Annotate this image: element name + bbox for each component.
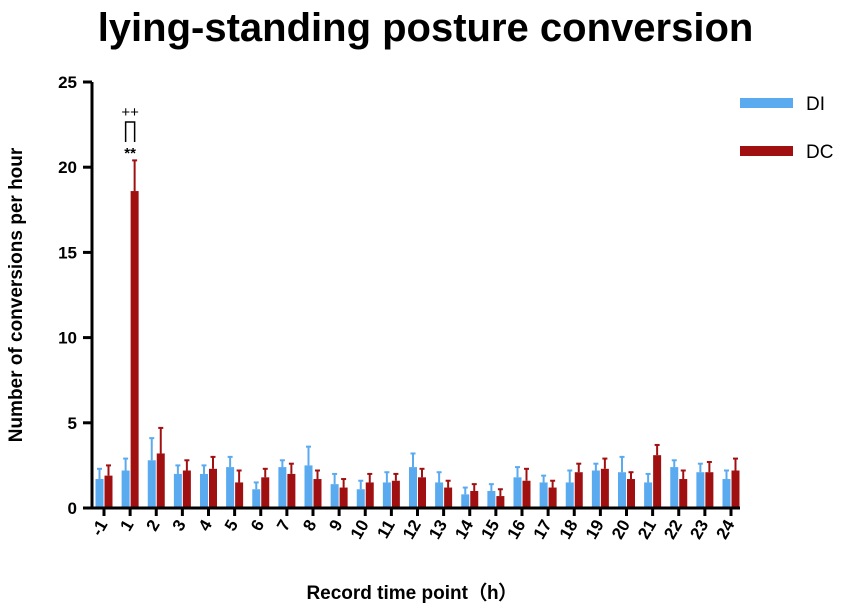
x-tick-label: 9 (325, 517, 346, 535)
x-tick-label: 6 (247, 517, 268, 535)
plot-bars (95, 191, 740, 508)
y-tick-label: 10 (58, 329, 77, 348)
bar-di-16 (513, 477, 522, 508)
bar-dc-1 (130, 191, 139, 508)
x-tick-label: 7 (273, 517, 294, 535)
bar-di-2 (147, 460, 156, 508)
y-tick-label: 25 (58, 73, 77, 92)
x-tick-label: 21 (634, 517, 660, 543)
axes (90, 82, 740, 510)
bar-dc-21 (653, 455, 662, 508)
y-tick-label: 5 (68, 414, 77, 433)
x-ticks: -1 1 2 3 4 5 6 7 8 9 10 11 12 13 14 15 16 17 18 19 20 21 22 23 2… (87, 508, 739, 543)
bar-di-12 (409, 467, 417, 508)
x-tick-label: 23 (686, 517, 712, 543)
y-tick-label: 20 (58, 158, 77, 177)
bar-di-21 (644, 482, 653, 508)
legend-label-dc: DC (806, 142, 833, 163)
bar-di-6 (252, 489, 261, 508)
bar-dc-18 (574, 472, 583, 508)
x-tick-label: 17 (530, 517, 556, 543)
bar-di-3 (173, 473, 182, 508)
legend-swatch-dc (740, 146, 793, 156)
bar-dc-20 (627, 479, 635, 508)
bar-dc-9 (339, 487, 348, 508)
x-tick-label: 16 (504, 517, 530, 543)
bar-di-11 (382, 482, 391, 508)
x-tick-label: 3 (169, 517, 190, 535)
x-tick-label: 15 (477, 517, 503, 543)
x-tick-label: -1 (87, 517, 111, 540)
bar-dc-4 (209, 468, 217, 508)
bar-dc-17 (548, 487, 557, 508)
x-tick-label: 14 (451, 516, 477, 542)
bar-di-13 (435, 482, 444, 508)
x-tick-label: 5 (221, 517, 242, 535)
bar-di-18 (565, 482, 574, 508)
significance-bracket (124, 121, 136, 142)
x-tick-label: 18 (556, 517, 582, 543)
x-axis-title: Record time point（h） (306, 581, 517, 604)
bar-di--1 (95, 479, 104, 508)
bar-dc-19 (600, 468, 609, 508)
error-bars (97, 159, 738, 497)
bar-dc-10 (365, 482, 374, 508)
x-tick-label: 20 (608, 517, 634, 543)
y-axis-title: Number of conversions per hour (6, 147, 27, 442)
bar-dc-6 (261, 477, 270, 508)
annotations: ++ ** (121, 104, 139, 162)
x-tick-label: 8 (299, 517, 320, 535)
bar-dc-22 (679, 479, 688, 508)
bar-di-1 (121, 470, 130, 508)
bar-dc-15 (496, 496, 505, 508)
bar-di-5 (226, 467, 235, 508)
bar-di-20 (618, 472, 626, 508)
bar-dc-8 (313, 479, 322, 508)
bar-di-9 (330, 484, 339, 508)
x-tick-label: 22 (660, 517, 686, 543)
bar-di-4 (200, 473, 208, 508)
bar-dc--1 (104, 475, 113, 508)
significance-marker-bottom: ** (124, 145, 136, 162)
bar-dc-13 (444, 487, 453, 508)
bar-dc-3 (182, 470, 191, 508)
bar-di-8 (304, 465, 313, 508)
bar-dc-24 (731, 470, 740, 508)
bar-di-22 (670, 467, 679, 508)
chart-title: lying-standing posture conversion (97, 6, 754, 50)
bar-di-15 (487, 490, 496, 508)
bar-di-24 (722, 479, 731, 508)
y-ticks: 0 5 10 15 20 25 (58, 73, 92, 518)
bar-dc-2 (156, 453, 165, 508)
bar-dc-23 (705, 472, 714, 508)
bar-dc-14 (470, 490, 479, 508)
x-tick-label: 11 (373, 517, 398, 542)
x-tick-label: 4 (195, 516, 216, 534)
bar-di-17 (539, 482, 548, 508)
x-tick-label: 12 (399, 517, 425, 543)
x-tick-label: 2 (143, 517, 164, 535)
legend-label-di: DI (806, 94, 825, 115)
legend-swatch-di (740, 98, 793, 108)
bar-di-10 (356, 489, 365, 508)
x-tick-label: 24 (713, 516, 739, 542)
bar-di-23 (696, 472, 705, 508)
y-tick-label: 0 (68, 499, 77, 518)
bar-dc-11 (391, 480, 400, 508)
bar-dc-5 (235, 482, 244, 508)
legend: DI DC (740, 94, 833, 163)
x-tick-label: 1 (116, 517, 137, 535)
bar-dc-7 (287, 473, 296, 508)
x-tick-label: 10 (347, 517, 373, 543)
significance-marker-top: ++ (121, 104, 139, 121)
y-tick-label: 15 (58, 243, 77, 262)
x-tick-label: 19 (582, 517, 608, 543)
bar-dc-12 (418, 477, 426, 508)
bar-di-7 (278, 467, 287, 508)
bar-dc-16 (522, 480, 531, 508)
bar-di-14 (461, 494, 470, 508)
x-tick-label: 13 (425, 517, 451, 543)
bar-di-19 (591, 470, 600, 508)
